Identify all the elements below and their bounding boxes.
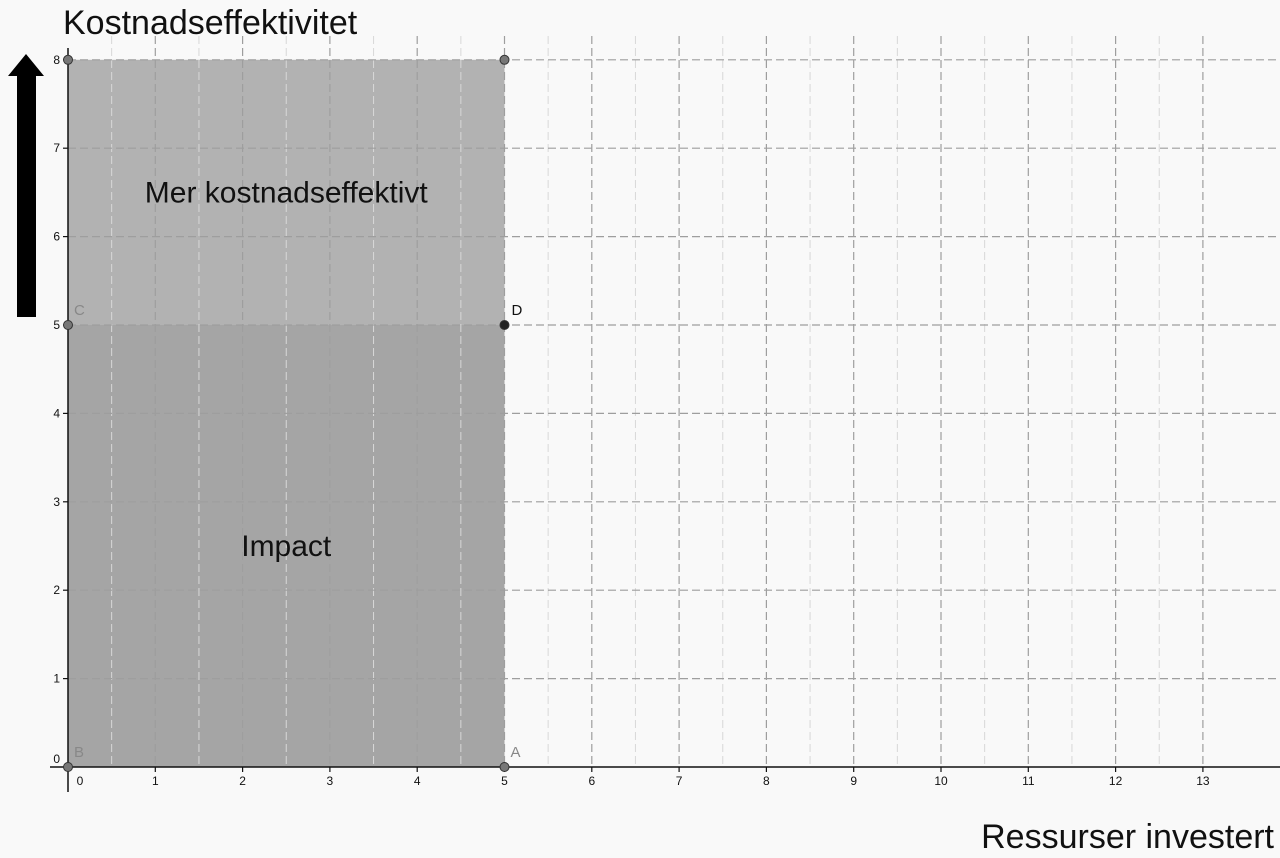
y-tick-label: 1	[53, 672, 60, 686]
region-label: Mer kostnadseffektivt	[145, 176, 429, 209]
y-axis-title: Kostnadseffektivitet	[63, 4, 358, 42]
point	[63, 54, 73, 65]
x-axis-title: Ressurser investert	[981, 818, 1274, 856]
region-label: Impact	[241, 530, 332, 563]
point	[499, 320, 510, 330]
x-tick-label: 9	[850, 774, 857, 788]
x-tick-label: 11	[1022, 774, 1035, 788]
up-arrow-head	[8, 54, 44, 76]
y-tick-label: 3	[53, 495, 60, 509]
point	[499, 762, 510, 772]
y-tick-label: 2	[53, 583, 60, 597]
x-tick-label: 5	[501, 774, 508, 788]
y-tick-label: 8	[53, 53, 60, 67]
point	[63, 320, 73, 330]
x-tick-label: 12	[1109, 774, 1123, 788]
x-tick-label: 10	[934, 774, 948, 788]
point-label: D	[512, 302, 523, 319]
x-tick-label: 1	[152, 774, 159, 788]
x-tick-label: 0	[77, 774, 84, 788]
x-tick-label: 4	[414, 774, 421, 788]
up-arrow-shaft	[17, 76, 36, 317]
y-tick-label: 7	[53, 141, 60, 155]
x-tick-label: 6	[588, 774, 595, 788]
x-tick-label: 8	[763, 774, 770, 788]
x-tick-label: 13	[1196, 774, 1210, 788]
y-tick-label: 6	[53, 230, 60, 244]
y-tick-label: 4	[53, 406, 60, 420]
point	[63, 762, 73, 772]
x-tick-label: 3	[327, 774, 334, 788]
point	[499, 54, 510, 65]
point-label: A	[511, 744, 521, 761]
x-tick-label: 2	[239, 774, 246, 788]
point-label: B	[74, 744, 84, 761]
point-label: C	[74, 302, 85, 319]
y-tick-label: 0	[53, 752, 60, 766]
y-tick-label: 5	[53, 318, 60, 332]
x-tick-label: 7	[676, 774, 683, 788]
